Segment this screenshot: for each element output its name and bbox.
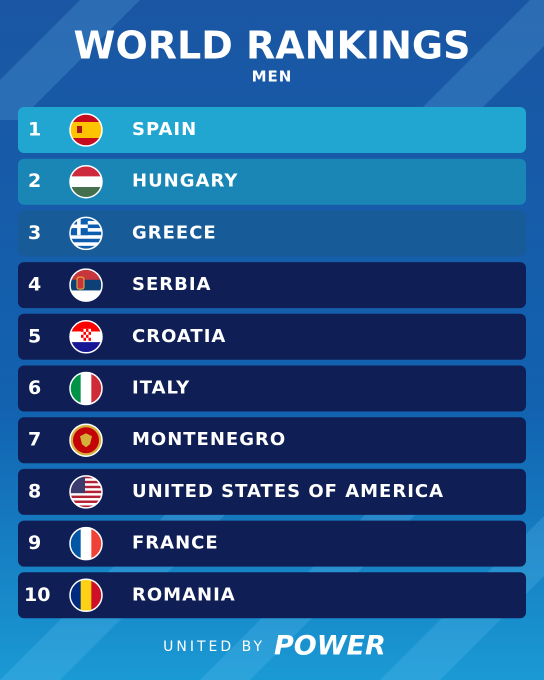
title: WORLD RANKINGS <box>74 24 471 68</box>
rank: 10 <box>24 584 50 606</box>
subtitle: MEN <box>252 68 293 86</box>
row-background <box>18 210 526 257</box>
footer-brand: POWER <box>274 631 386 662</box>
country: HUNGARY <box>132 171 238 192</box>
country: SPAIN <box>132 119 197 140</box>
country: MONTENEGRO <box>132 429 286 450</box>
row-background <box>18 365 526 412</box>
rank: 2 <box>28 170 41 192</box>
flag-france <box>69 526 103 561</box>
country: CROATIA <box>132 326 226 347</box>
flag-greece <box>69 216 103 251</box>
row-background <box>18 158 526 205</box>
rank: 5 <box>28 325 41 347</box>
row-background <box>18 107 526 153</box>
country: FRANCE <box>132 533 219 554</box>
row-background <box>18 417 526 464</box>
row-background <box>18 520 526 567</box>
flag-serbia <box>69 268 103 302</box>
country: ROMANIA <box>132 584 236 605</box>
row-background <box>18 572 526 619</box>
country: GREECE <box>132 222 217 243</box>
rank: 7 <box>28 429 41 451</box>
country: SERBIA <box>132 274 211 295</box>
rank: 9 <box>28 532 41 554</box>
flag-croatia <box>69 320 103 354</box>
flag-spain <box>69 113 103 147</box>
row-background <box>18 468 526 515</box>
country: ITALY <box>132 378 190 399</box>
rank: 8 <box>28 480 41 502</box>
flag-italy <box>69 371 103 406</box>
flag-romania <box>69 578 103 613</box>
row-background <box>18 313 526 360</box>
rank: 3 <box>28 222 41 244</box>
country: UNITED STATES OF AMERICA <box>132 481 444 502</box>
rank: 6 <box>28 377 41 399</box>
rank: 4 <box>28 274 41 296</box>
rank: 1 <box>28 119 41 141</box>
flag-usa <box>69 475 103 509</box>
flag-montenegro <box>69 423 103 457</box>
footer-tagline: UNITED BY <box>163 639 265 655</box>
row-background <box>18 262 526 309</box>
flag-hungary <box>69 164 103 199</box>
